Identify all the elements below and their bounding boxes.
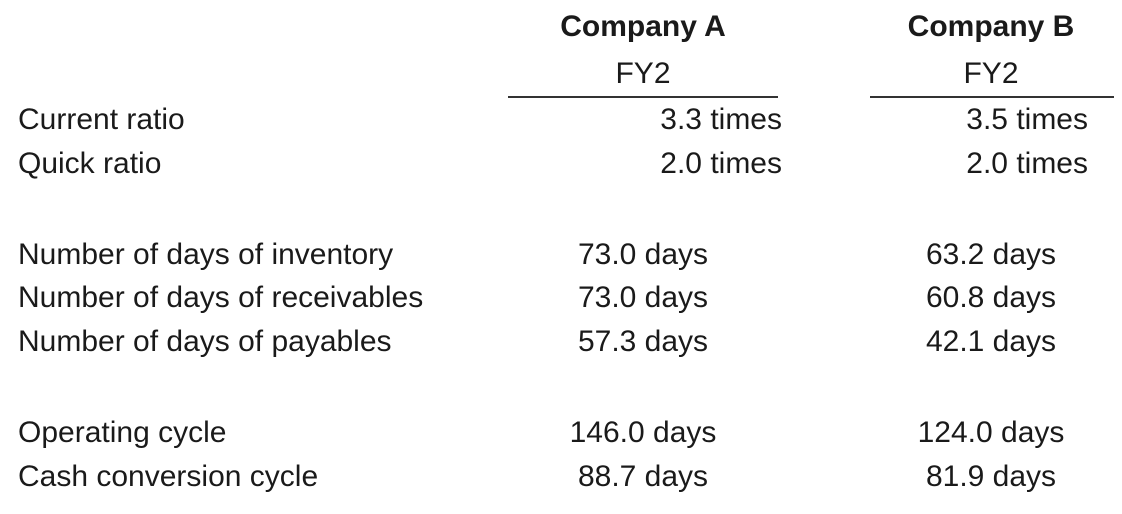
- row-label-days-payables: Number of days of payables: [18, 325, 392, 358]
- current-ratio-company-a: 3.3 times: [660, 103, 782, 136]
- cash-conversion-cycle-company-a: 88.7 days: [577, 460, 709, 493]
- company-a-header-rule: [508, 96, 778, 98]
- operating-cycle-company-b: 124.0 days: [917, 416, 1065, 449]
- row-label-days-receivables: Number of days of receivables: [18, 281, 424, 314]
- row-label-quick-ratio: Quick ratio: [18, 147, 162, 180]
- days-payables-company-a: 57.3 days: [577, 325, 709, 358]
- company-b-header: Company B: [907, 10, 1075, 43]
- days-inventory-company-b: 63.2 days: [925, 238, 1057, 271]
- current-ratio-company-b: 3.5 times: [966, 103, 1088, 136]
- days-payables-company-b: 42.1 days: [925, 325, 1057, 358]
- company-b-header-rule: [870, 96, 1114, 98]
- days-inventory-company-a: 73.0 days: [577, 238, 709, 271]
- row-label-current-ratio: Current ratio: [18, 103, 185, 136]
- cash-conversion-cycle-company-b: 81.9 days: [925, 460, 1057, 493]
- days-receivables-company-a: 73.0 days: [577, 281, 709, 314]
- row-label-cash-conversion-cycle: Cash conversion cycle: [18, 460, 319, 493]
- days-receivables-company-b: 60.8 days: [925, 281, 1057, 314]
- row-label-operating-cycle: Operating cycle: [18, 416, 227, 449]
- quick-ratio-company-a: 2.0 times: [660, 147, 782, 180]
- row-label-days-inventory: Number of days of inventory: [18, 238, 394, 271]
- company-a-period: FY2: [615, 57, 671, 90]
- company-a-header: Company A: [560, 10, 726, 43]
- company-b-period: FY2: [963, 57, 1019, 90]
- quick-ratio-company-b: 2.0 times: [966, 147, 1088, 180]
- operating-cycle-company-a: 146.0 days: [569, 416, 717, 449]
